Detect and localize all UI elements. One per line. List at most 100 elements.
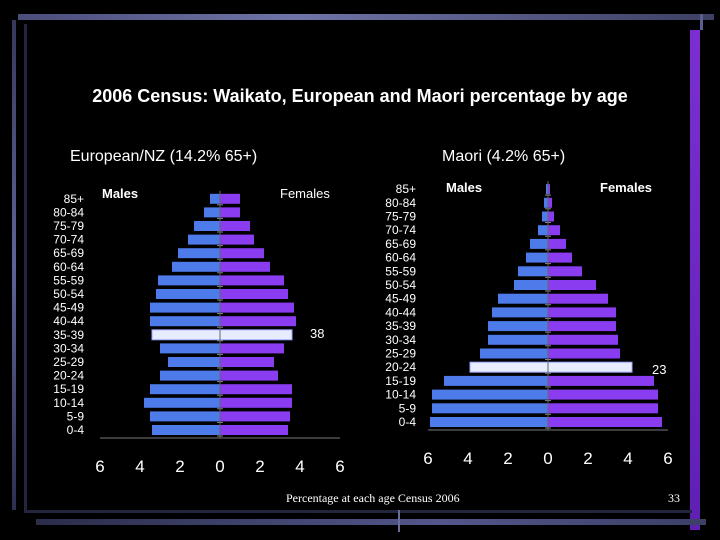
european-male-bar-45-49	[150, 302, 220, 313]
european-female-bar-50-54	[220, 289, 288, 299]
european-female-bar-80-84	[220, 207, 240, 218]
maori-male-bar-25-29	[480, 348, 548, 359]
european-x-tick-label-0: 6	[95, 457, 104, 476]
maori-female-bar-10-14	[548, 389, 658, 400]
page-number: 33	[668, 491, 680, 505]
european-age-label-20-24: 20-24	[53, 369, 84, 383]
european-female-bar-45-49	[220, 302, 294, 313]
frame-right-bar	[690, 30, 700, 530]
european-male-bar-65-69	[178, 248, 220, 259]
european-female-bar-85+	[220, 193, 240, 204]
european-age-label-65-69: 65-69	[53, 246, 84, 260]
european-female-bar-20-24	[220, 370, 278, 381]
european-age-label-55-59: 55-59	[53, 273, 84, 287]
maori-female-bar-5-9	[548, 403, 658, 414]
maori-female-bar-35-39	[548, 321, 616, 332]
maori-male-bar-10-14	[432, 389, 548, 400]
maori-male-bar-35-39	[488, 321, 548, 332]
maori-x-tick-label-0: 6	[423, 449, 432, 468]
european-male-bar-50-54	[156, 289, 220, 299]
european-male-bar-30-34	[160, 343, 220, 354]
maori-age-label-80-84: 80-84	[385, 196, 416, 210]
european-female-bar-40-44	[220, 316, 296, 327]
european-highlight-bar-35-39	[151, 329, 293, 341]
maori-male-bar-15-19	[444, 375, 548, 386]
maori-female-bar-50-54	[548, 280, 596, 290]
maori-male-bar-5-9	[432, 403, 548, 414]
maori-female-bar-40-44	[548, 307, 616, 318]
european-male-bar-60-64	[172, 261, 220, 272]
european-male-bar-40-44	[150, 316, 220, 327]
european-age-label-40-44: 40-44	[53, 314, 84, 328]
maori-age-label-35-39: 35-39	[385, 319, 416, 333]
european-age-label-60-64: 60-64	[53, 260, 84, 274]
european-annotation: 38	[310, 326, 324, 341]
maori-female-bar-70-74	[548, 225, 560, 236]
european-male-bar-5-9	[150, 411, 220, 422]
european-age-label-5-9: 5-9	[67, 409, 85, 423]
maori-x-tick-label-5: 4	[623, 449, 632, 468]
european-male-bar-15-19	[150, 384, 220, 395]
european-female-bar-75-79	[220, 221, 250, 231]
frame-bottom-bar	[36, 519, 706, 525]
european-female-bar-10-14	[220, 397, 292, 408]
european-age-label-50-54: 50-54	[53, 287, 84, 301]
european-age-label-75-79: 75-79	[53, 219, 84, 233]
maori-age-label-30-34: 30-34	[385, 333, 416, 347]
maori-male-bar-45-49	[498, 293, 548, 304]
maori-annotation: 23	[652, 362, 666, 377]
european-male-bar-70-74	[188, 234, 220, 245]
maori-female-bar-60-64	[548, 252, 572, 263]
maori-age-label-15-19: 15-19	[385, 374, 416, 388]
maori-male-bar-60-64	[526, 252, 548, 263]
maori-male-bar-55-59	[518, 266, 548, 277]
maori-male-bar-85+	[546, 184, 548, 195]
maori-female-bar-65-69	[548, 238, 566, 249]
maori-female-bar-75-79	[548, 211, 554, 222]
maori-female-bar-55-59	[548, 266, 582, 277]
european-female-bar-30-34	[220, 343, 284, 354]
maori-age-label-65-69: 65-69	[385, 237, 416, 251]
european-female-bar-70-74	[220, 234, 254, 245]
maori-female-bar-45-49	[548, 293, 608, 304]
maori-male-bar-0-4	[430, 417, 548, 427]
maori-male-bar-30-34	[488, 334, 548, 345]
maori-age-label-20-24: 20-24	[385, 360, 416, 374]
maori-age-label-40-44: 40-44	[385, 305, 416, 319]
maori-legend-males: Males	[446, 180, 482, 195]
maori-male-bar-65-69	[530, 238, 548, 249]
maori-age-label-70-74: 70-74	[385, 223, 416, 237]
european-x-tick-label-2: 2	[175, 457, 184, 476]
european-age-label-10-14: 10-14	[53, 396, 84, 410]
frame-tick-top	[700, 14, 703, 30]
maori-female-bar-15-19	[548, 375, 654, 386]
maori-male-bar-75-79	[542, 211, 548, 222]
european-age-label-30-34: 30-34	[53, 341, 84, 355]
european-age-label-85+: 85+	[64, 192, 84, 206]
maori-female-bar-85+	[548, 184, 550, 195]
maori-age-label-0-4: 0-4	[399, 415, 417, 429]
european-age-label-70-74: 70-74	[53, 233, 84, 247]
maori-x-tick-label-3: 0	[543, 449, 552, 468]
european-age-label-35-39: 35-39	[53, 328, 84, 342]
slide-title: 2006 Census: Waikato, European and Maori…	[92, 86, 628, 106]
maori-female-bar-0-4	[548, 417, 662, 427]
maori-age-label-85+: 85+	[396, 182, 416, 196]
european-x-tick-label-3: 0	[215, 457, 224, 476]
maori-age-label-50-54: 50-54	[385, 278, 416, 292]
frame-inner-bottom-bar	[24, 510, 692, 513]
maori-age-label-60-64: 60-64	[385, 251, 416, 265]
maori-female-bar-30-34	[548, 334, 618, 345]
maori-age-label-5-9: 5-9	[399, 401, 417, 415]
maori-age-label-55-59: 55-59	[385, 264, 416, 278]
maori-female-bar-80-84	[548, 197, 552, 208]
european-x-tick-label-4: 2	[255, 457, 264, 476]
european-age-label-15-19: 15-19	[53, 382, 84, 396]
maori-x-tick-label-6: 6	[663, 449, 672, 468]
european-female-bar-25-29	[220, 357, 274, 367]
european-age-label-80-84: 80-84	[53, 205, 84, 219]
maori-male-bar-80-84	[544, 197, 548, 208]
maori-age-label-10-14: 10-14	[385, 388, 416, 402]
european-x-tick-label-1: 4	[135, 457, 144, 476]
